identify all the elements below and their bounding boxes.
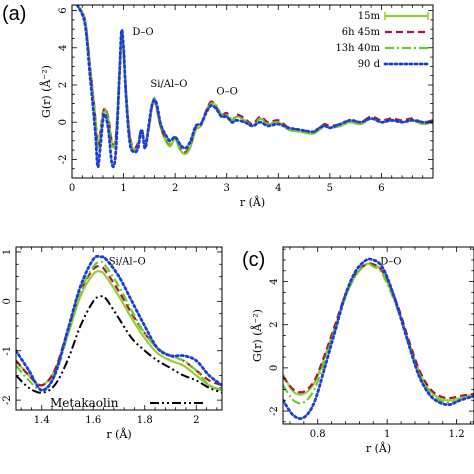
y-tick-label: -1 [2, 346, 13, 356]
plot-frame [15, 246, 223, 411]
panel-a: (a) 0 1 2 3 4 5 6 -2 0 2 4 6 r (Å) G(r) (Å⁻²) D–O Si/Al… [2, 3, 434, 209]
y-axis-label: G(r) (Å⁻²) [39, 65, 53, 118]
legend-label: 6h 45m [342, 27, 381, 38]
panel-c-letter: (c) [242, 249, 265, 271]
x-axis-label: r (Å) [366, 441, 391, 455]
legend: 15m 6h 45m 13h 40m 90 d [335, 11, 430, 70]
x-tick-label: 4 [275, 183, 281, 194]
series-line-90-d [16, 254, 222, 392]
y-tick-label: -2 [269, 406, 280, 416]
series-line-15m [283, 262, 474, 402]
x-tick-label: 1.2 [449, 429, 465, 440]
peak-annotation: D–O [132, 27, 153, 38]
peak-annotation: O–O [216, 86, 237, 97]
x-tick-label: 1.6 [85, 415, 101, 426]
y-axis-label: G(r) (Å⁻²) [250, 309, 264, 362]
x-tick-label: 1.4 [34, 415, 50, 426]
x-tick-label: 2 [172, 183, 178, 194]
x-tick-label: 3 [224, 183, 230, 194]
peak-annotation: Si/Al–O [109, 256, 146, 267]
y-tick-label: 2 [58, 82, 69, 88]
y-tick-label: 4 [269, 278, 280, 284]
series-line-15m [16, 270, 222, 392]
series-group [75, 5, 433, 169]
x-axis-label: r (Å) [106, 427, 131, 441]
legend-label: 13h 40m [335, 43, 380, 54]
x-tick-label: 6 [378, 183, 384, 194]
y-tick-label: -2 [2, 395, 13, 405]
y-tick-label: -2 [58, 155, 69, 165]
metakaolin-label: Metakaolin [50, 396, 119, 410]
y-tick-label: 4 [58, 45, 69, 51]
y-tick-label: 6 [58, 7, 69, 13]
y-tick-label: 2 [269, 322, 280, 328]
x-tick-label: 5 [327, 183, 333, 194]
series-group [16, 254, 222, 394]
x-tick-label: 1 [120, 183, 126, 194]
x-tick-label: 2 [193, 415, 199, 426]
plot-frame [71, 4, 434, 179]
panel-c: (c) 0.8 1 1.2 -2 0 2 4 r (Å) G(r) (Å⁻²) D–O [242, 246, 474, 455]
x-axis-label: r (Å) [240, 195, 265, 209]
peak-annotation: D–O [380, 256, 401, 267]
panel-a-letter: (a) [2, 3, 26, 25]
series-line-90-d [283, 257, 474, 420]
x-tick-label: 1.8 [137, 415, 153, 426]
legend-label: 90 d [358, 59, 381, 70]
legend-label: 15m [358, 11, 381, 22]
x-tick-label: 1 [384, 429, 390, 440]
series-line-90-d [75, 5, 433, 169]
y-tick-label: 0 [269, 365, 280, 371]
series-line-13h-40m [283, 262, 474, 405]
series-line-6h-45m [16, 265, 222, 387]
series-group [283, 257, 474, 420]
x-tick-label: 0 [69, 183, 75, 194]
panel-b: 1.4 1.6 1.8 2 -2 -1 0 1 r (Å) Si/Al–O Metakaolin [2, 246, 223, 441]
peak-annotation: Si/Al–O [150, 79, 187, 90]
series-line-metakaolin [16, 295, 222, 394]
x-tick-label: 0.8 [310, 429, 326, 440]
series-line-6h-45m [283, 262, 474, 400]
y-tick-label: 1 [2, 249, 13, 255]
y-tick-label: 0 [2, 298, 13, 304]
y-tick-label: 0 [58, 119, 69, 125]
